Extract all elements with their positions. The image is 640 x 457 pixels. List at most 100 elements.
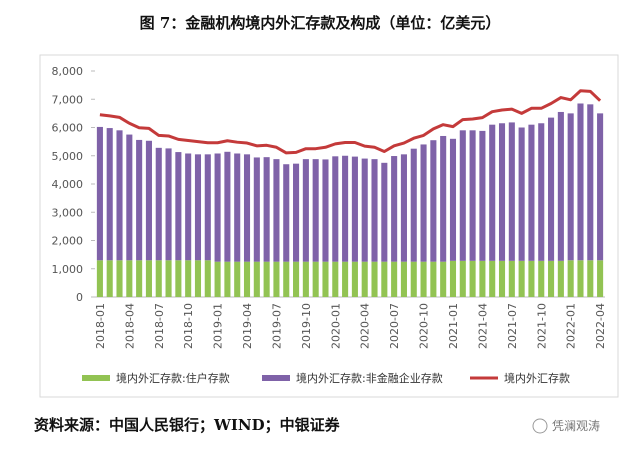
x-tick-label: 2022-04: [594, 303, 607, 349]
bar-segment: [312, 261, 319, 297]
legend-label: 境内外汇存款:非金融企业存款: [296, 371, 443, 385]
bar-segment: [479, 260, 486, 297]
x-tick-label: 2022-01: [565, 303, 578, 349]
chart-frame: [39, 54, 619, 398]
bar-segment: [234, 153, 241, 262]
bar-segment: [185, 153, 192, 261]
y-tick-label: 6,000: [52, 122, 84, 135]
bar-segment: [597, 113, 604, 261]
bar-segment: [224, 151, 231, 262]
x-tick-label: 2019-10: [300, 303, 313, 349]
bar-segment: [253, 157, 260, 262]
bar-segment: [283, 261, 290, 297]
bar-segment: [116, 130, 123, 261]
bar-segment: [400, 261, 407, 297]
bar-segment: [449, 260, 457, 297]
bar-segment: [293, 163, 300, 262]
bar-segment: [175, 260, 182, 297]
bar-segment: [136, 139, 143, 261]
bar-segment: [548, 117, 555, 261]
bar-segment: [479, 130, 486, 261]
x-tick-label: 2021-07: [506, 303, 519, 349]
x-tick-label: 2019-01: [212, 303, 225, 349]
bar-segment: [165, 148, 172, 261]
bar-segment: [351, 261, 358, 297]
bar-segment: [577, 260, 584, 297]
bar-segment: [528, 260, 535, 297]
y-tick-label: 8,000: [52, 65, 84, 78]
bar-segment: [459, 130, 466, 261]
bar-segment: [459, 260, 466, 297]
y-tick-label: 4,000: [52, 178, 84, 191]
bar-segment: [253, 261, 260, 297]
y-tick-label: 1,000: [52, 263, 84, 276]
x-tick-label: 2018-10: [182, 303, 195, 349]
bar-segment: [263, 157, 270, 262]
bar-segment: [332, 261, 339, 297]
x-tick-label: 2018-07: [153, 303, 166, 349]
bar-segment: [420, 144, 427, 262]
x-tick-label: 2019-07: [270, 303, 283, 349]
y-tick-label: 2,000: [52, 235, 84, 248]
bar-segment: [243, 154, 251, 262]
bar-segment: [106, 260, 113, 297]
bar-segment: [204, 260, 211, 297]
bar-segment: [430, 261, 437, 297]
bar-segment: [116, 260, 123, 297]
bar-segment: [440, 135, 447, 262]
bar-segment: [263, 261, 270, 297]
bar-segment: [145, 260, 152, 297]
x-tick-label: 2021-04: [476, 303, 489, 349]
bar-segment: [567, 113, 574, 261]
legend-swatch: [82, 375, 110, 381]
y-tick-label: 7,000: [52, 93, 84, 106]
bar-segment: [381, 261, 388, 297]
bar-segment: [498, 260, 506, 297]
bar-segment: [322, 159, 329, 262]
y-tick-label: 5,000: [52, 150, 84, 163]
bar-segment: [214, 261, 221, 297]
bar-segment: [528, 124, 535, 261]
bar-segment: [498, 123, 506, 261]
bar-segment: [332, 156, 339, 262]
legend-swatch: [262, 375, 290, 381]
bar-segment: [518, 260, 525, 297]
bar-segment: [489, 124, 496, 261]
bar-segment: [273, 159, 280, 262]
bar-segment: [234, 261, 241, 297]
bar-segment: [567, 260, 574, 297]
bar-segment: [371, 261, 378, 297]
bar-segment: [538, 260, 545, 297]
bar-segment: [391, 261, 398, 297]
bar-segment: [469, 260, 476, 297]
bar-segment: [155, 260, 162, 297]
bar-segment: [557, 260, 564, 297]
bar-segment: [214, 153, 221, 262]
chart-title: 图 7：金融机构境内外汇存款及构成（单位：亿美元）: [140, 14, 501, 32]
bar-segment: [194, 154, 202, 261]
bar-segment: [469, 130, 476, 261]
bar-segment: [548, 260, 555, 297]
bar-segment: [587, 104, 594, 261]
x-tick-label: 2018-04: [123, 303, 136, 349]
bar-segment: [194, 260, 202, 297]
bar-segment: [508, 260, 515, 297]
bar-segment: [342, 261, 349, 297]
y-tick-label: 3,000: [52, 206, 84, 219]
bar-segment: [283, 164, 290, 262]
bar-segment: [126, 134, 133, 261]
bar-segment: [410, 148, 417, 262]
bar-segment: [312, 159, 319, 262]
bar-segment: [371, 159, 378, 262]
bar-segment: [224, 261, 231, 297]
watermark-icon: [532, 418, 548, 434]
x-tick-label: 2020-01: [329, 303, 342, 349]
bar-segment: [440, 261, 447, 297]
bar-segment: [420, 261, 427, 297]
bar-segment: [302, 261, 309, 297]
bar-segment: [449, 138, 457, 261]
bar-segment: [410, 261, 417, 297]
bar-segment: [577, 103, 584, 261]
